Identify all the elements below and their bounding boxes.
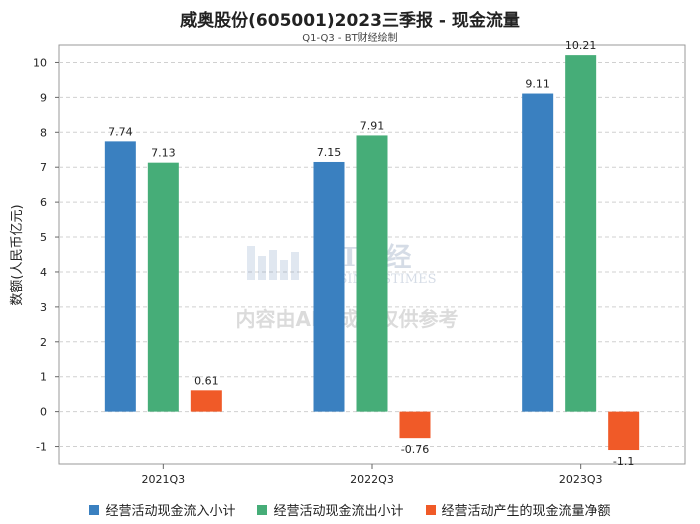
y-tick-label: 7 <box>40 161 47 174</box>
legend-label: 经营活动现金流入小计 <box>105 504 236 519</box>
bar <box>190 390 222 412</box>
y-tick-label: 0 <box>40 406 47 419</box>
bt-logo-icon <box>247 246 299 280</box>
data-label: 0.61 <box>194 374 219 387</box>
y-tick-label: -1 <box>36 441 47 454</box>
x-axis: 2021Q3 2022Q3 2023Q3 <box>142 464 603 486</box>
y-axis: -1 0 1 2 3 4 5 6 7 8 9 10 <box>33 56 59 454</box>
bar <box>565 55 597 412</box>
legend-label: 经营活动产生的现金流量净额 <box>441 504 611 519</box>
chart-title: 威奥股份(605001)2023三季报 - 现金流量 <box>180 11 520 31</box>
data-label: 9.11 <box>525 78 550 91</box>
y-tick-label: 2 <box>40 336 47 349</box>
bar <box>147 162 179 412</box>
watermark-notice: 内容由AI生成，仅供参考 <box>236 307 459 331</box>
data-label: 7.15 <box>317 146 342 159</box>
y-axis-label: 数额(人民币亿元) <box>10 204 25 305</box>
legend: 经营活动现金流入小计 经营活动现金流出小计 经营活动产生的现金流量净额 <box>0 500 700 519</box>
y-tick-label: 10 <box>33 56 47 69</box>
bar <box>399 411 431 439</box>
x-tick-label: 2022Q3 <box>350 473 394 486</box>
bar <box>356 135 388 412</box>
chart-subtitle: Q1-Q3 - BT财经绘制 <box>302 33 398 44</box>
y-tick-label: 6 <box>40 196 47 209</box>
y-tick-label: 9 <box>40 91 47 104</box>
data-label: 7.91 <box>360 119 385 132</box>
bars <box>104 55 640 451</box>
y-tick-label: 1 <box>40 371 47 384</box>
bar <box>104 141 136 412</box>
legend-item: 经营活动现金流出小计 <box>257 500 404 519</box>
data-label: -0.76 <box>401 443 429 456</box>
bar <box>608 411 640 451</box>
legend-label: 经营活动现金流出小计 <box>273 504 404 519</box>
data-label: 10.21 <box>565 39 597 52</box>
y-tick-label: 8 <box>40 126 47 139</box>
x-tick-label: 2023Q3 <box>559 473 603 486</box>
y-tick-label: 5 <box>40 231 47 244</box>
legend-item: 经营活动产生的现金流量净额 <box>425 500 611 519</box>
bar <box>313 161 345 412</box>
bar <box>522 93 554 412</box>
data-labels: 7.74 7.13 0.61 7.15 7.91 -0.76 9.11 10.21 -1.1 <box>108 39 634 468</box>
legend-swatch <box>425 504 436 515</box>
data-label: 7.74 <box>108 125 133 138</box>
data-label: -1.1 <box>613 455 634 468</box>
chart-canvas: BT财经 BUSINESSTIMES 内容由AI生成，仅供参考 7.747.13… <box>10 39 686 486</box>
data-label: 7.13 <box>151 147 176 160</box>
legend-swatch <box>89 504 100 515</box>
legend-swatch <box>257 504 268 515</box>
y-tick-label: 4 <box>40 266 47 279</box>
y-tick-label: 3 <box>40 301 47 314</box>
legend-item: 经营活动现金流入小计 <box>89 500 235 519</box>
x-tick-label: 2021Q3 <box>142 473 186 486</box>
